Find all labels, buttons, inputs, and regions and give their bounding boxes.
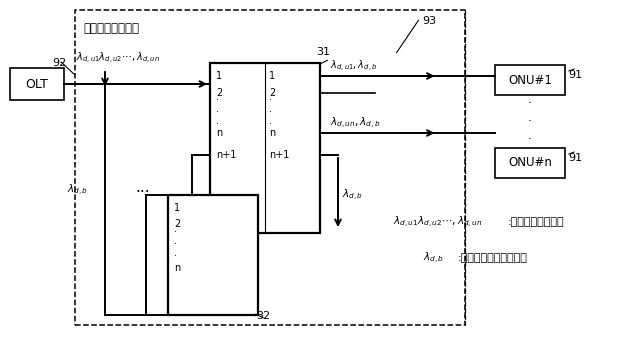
Bar xyxy=(210,63,320,233)
Text: 91: 91 xyxy=(568,70,582,80)
Bar xyxy=(168,195,258,315)
Bar xyxy=(495,148,565,178)
Text: n+1: n+1 xyxy=(269,150,289,160)
Text: ONU#n: ONU#n xyxy=(508,157,552,169)
Text: n: n xyxy=(216,128,222,138)
Text: 2: 2 xyxy=(216,88,222,98)
Text: 93: 93 xyxy=(422,16,436,26)
Text: 2: 2 xyxy=(174,219,180,229)
Text: 31: 31 xyxy=(316,47,330,57)
Text: OLT: OLT xyxy=(26,77,49,90)
Bar xyxy=(10,68,64,100)
Text: n: n xyxy=(269,128,275,138)
Text: $\lambda_{d,b}$: $\lambda_{d,b}$ xyxy=(342,188,363,203)
Text: $\lambda_{d,u1}\lambda_{d,u2}\cdots,\lambda_{d,un}$: $\lambda_{d,u1}\lambda_{d,u2}\cdots,\lam… xyxy=(76,51,160,66)
Text: :ブロードキャスト波長: :ブロードキャスト波長 xyxy=(458,253,528,263)
Text: ·
·
·: · · · xyxy=(269,95,272,129)
Text: n: n xyxy=(174,263,180,273)
Text: $\lambda_{d,b}$: $\lambda_{d,b}$ xyxy=(67,182,88,197)
Text: $\lambda_{d,un},\lambda_{d,b}$: $\lambda_{d,un},\lambda_{d,b}$ xyxy=(330,116,380,131)
Text: $\lambda_{d,b}$: $\lambda_{d,b}$ xyxy=(423,250,444,266)
Text: $\lambda_{d,u1},\lambda_{d,b}$: $\lambda_{d,u1},\lambda_{d,b}$ xyxy=(330,59,378,74)
Text: 91: 91 xyxy=(568,153,582,163)
Text: 2: 2 xyxy=(269,88,275,98)
Text: $\lambda_{d,u1}\lambda_{d,u2}\cdots,\lambda_{d,un}$: $\lambda_{d,u1}\lambda_{d,u2}\cdots,\lam… xyxy=(393,214,483,229)
Bar xyxy=(495,65,565,95)
Text: ···: ··· xyxy=(135,184,150,199)
Text: 1: 1 xyxy=(269,71,275,81)
Text: :ユニキャスト波長: :ユニキャスト波長 xyxy=(508,217,564,227)
Bar xyxy=(75,10,465,325)
Text: ONU#1: ONU#1 xyxy=(508,74,552,87)
Text: 波長分離多重装置: 波長分離多重装置 xyxy=(83,22,139,35)
Text: ·
·
·: · · · xyxy=(528,97,532,146)
Text: n+1: n+1 xyxy=(216,150,236,160)
Text: ·
·
·: · · · xyxy=(174,227,177,261)
Text: ·
·
·: · · · xyxy=(216,95,219,129)
Text: 1: 1 xyxy=(174,203,180,213)
Text: 92: 92 xyxy=(52,58,67,68)
Text: 32: 32 xyxy=(256,311,270,321)
Text: 1: 1 xyxy=(216,71,222,81)
